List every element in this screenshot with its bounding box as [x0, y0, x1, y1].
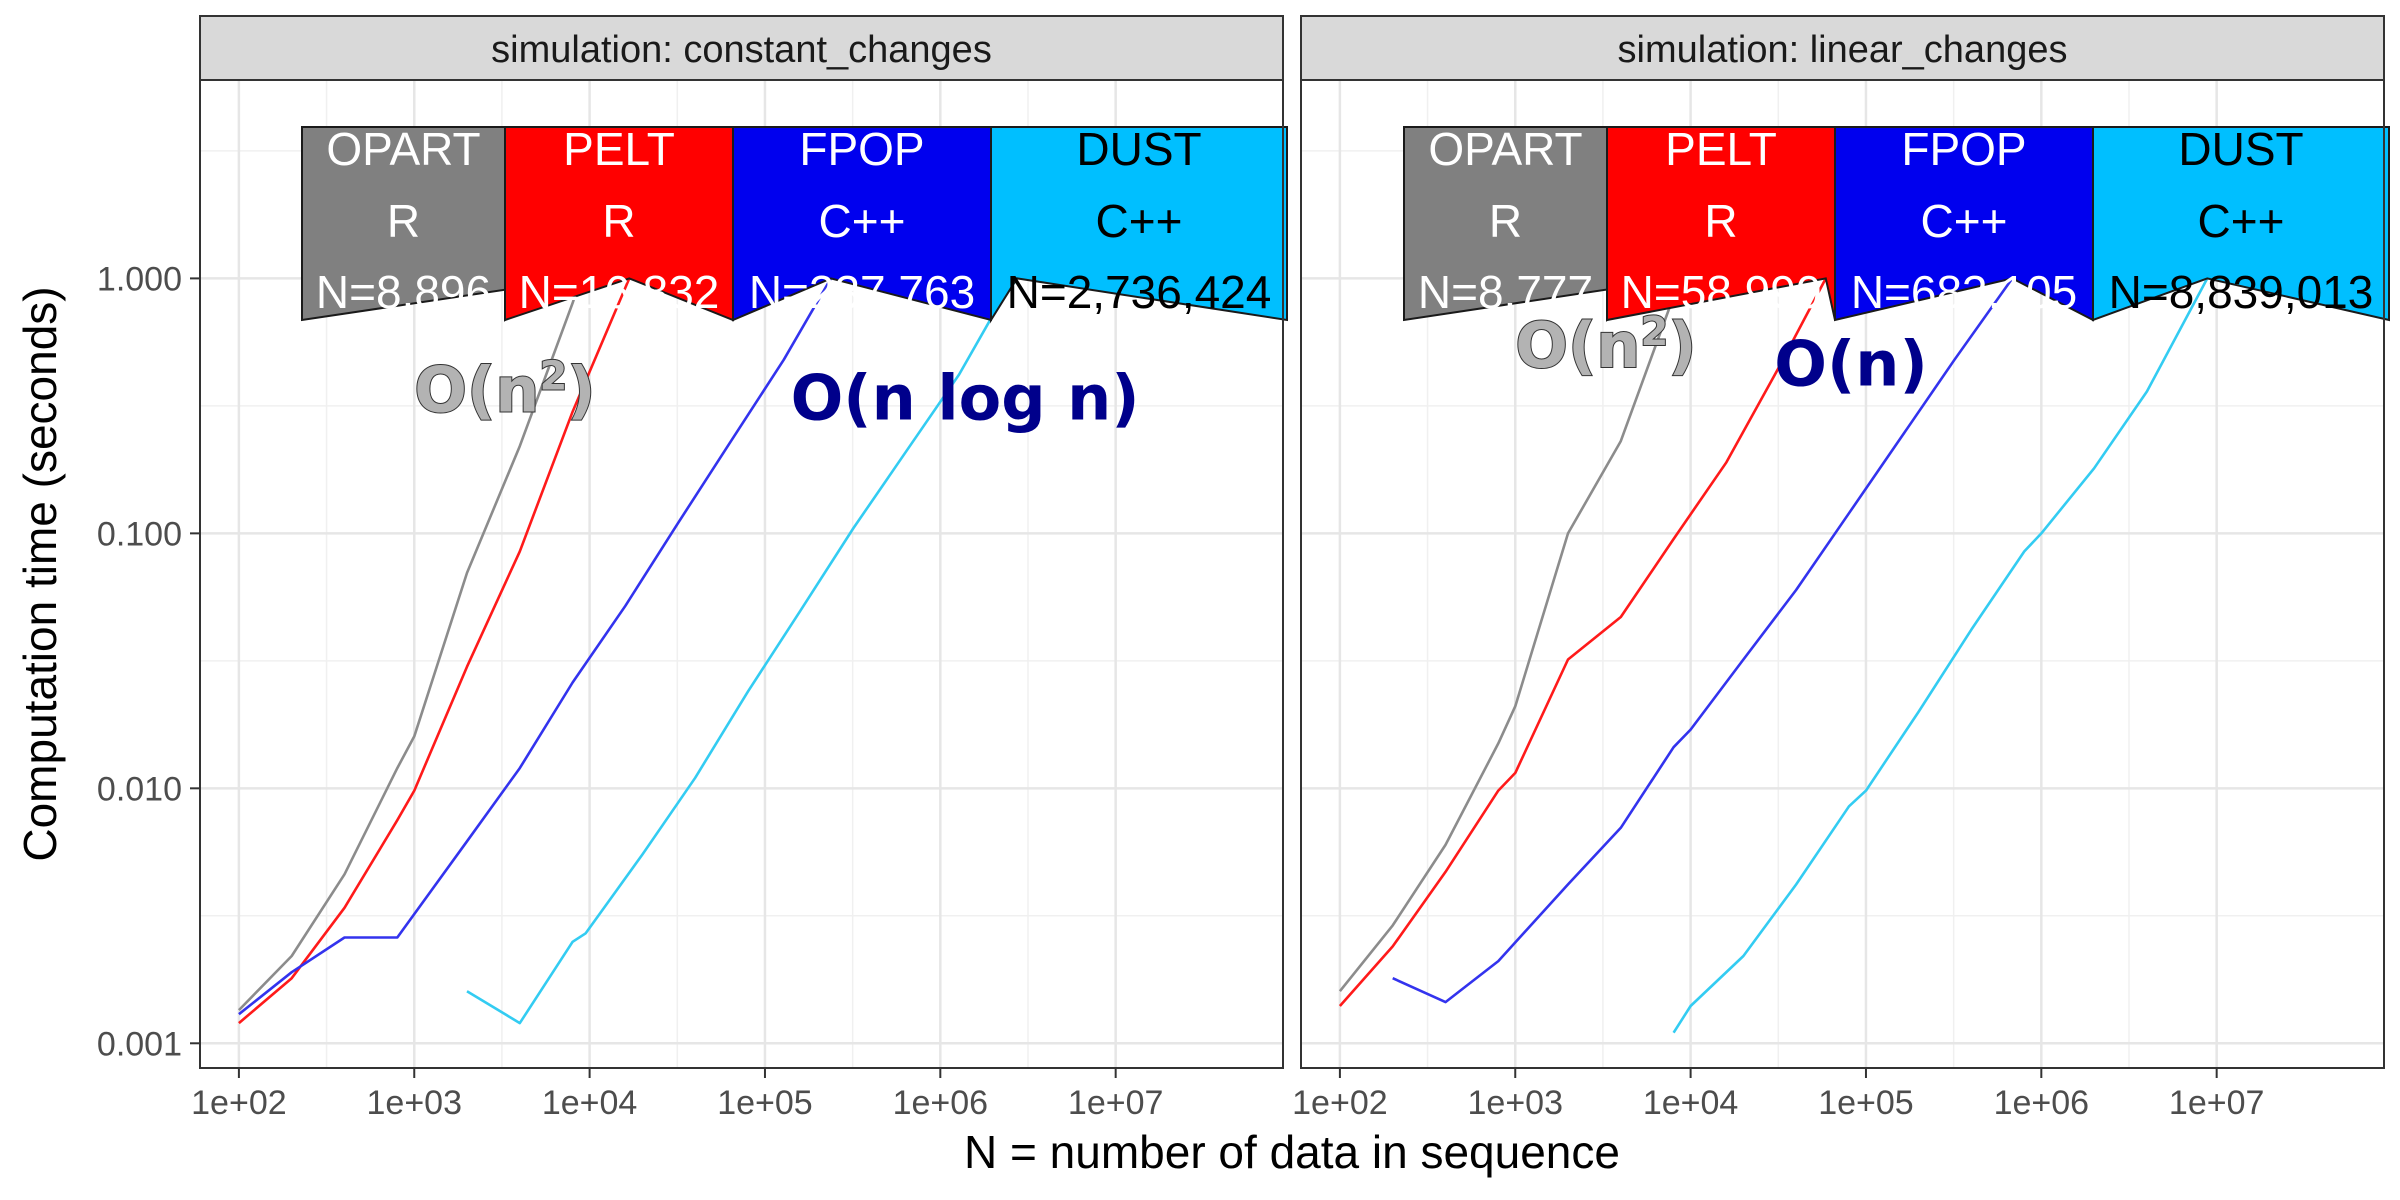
complexity-annotation-superscript: 2 — [539, 354, 567, 400]
panel-1: simulation: constant_changes OPART R N=8,89… — [97, 15, 1288, 1122]
direct-label-n: N=8,839,013 — [2109, 266, 2374, 318]
direct-label-name: FPOP — [799, 123, 924, 175]
direct-label-language: R — [387, 195, 420, 247]
direct-label-language: C++ — [1096, 195, 1183, 247]
direct-label-language: R — [602, 195, 635, 247]
complexity-annotation-main: O(n — [414, 354, 539, 427]
direct-label-n: N=16,832 — [519, 266, 720, 318]
series-line-opart — [237, 277, 582, 1012]
direct-label-pelt: PELT R N=58,990 — [1606, 123, 1836, 322]
direct-label-language: R — [1489, 195, 1522, 247]
complexity-annotation-superscript: 2 — [1640, 309, 1668, 355]
y-tick-label: 1.000 — [97, 260, 182, 298]
complexity-annotation: O(n) — [1774, 328, 1928, 401]
direct-label-dust: DUST C++ N=2,736,424 — [990, 123, 1288, 324]
x-tick-label: 1e+05 — [1818, 1084, 1914, 1122]
x-tick-label: 1e+07 — [1068, 1084, 1164, 1122]
direct-label-dust: DUST C++ N=8,839,013 — [2092, 123, 2390, 322]
complexity-annotation-main: O(n) — [1774, 328, 1928, 401]
x-tick-label: 1e+06 — [893, 1084, 989, 1122]
direct-label-n: N=8,777 — [1418, 266, 1593, 318]
complexity-annotation-end: ) — [1668, 309, 1696, 382]
direct-label-n: N=683,105 — [1851, 266, 2077, 318]
x-tick-label: 1e+04 — [1643, 1084, 1739, 1122]
direct-label-n: N=58,990 — [1621, 266, 1822, 318]
strip-label: simulation: linear_changes — [1618, 29, 2068, 71]
panel-border — [1300, 79, 2385, 1069]
complexity-annotation: O(n2) — [1515, 309, 1696, 382]
series-line-fpop — [1392, 277, 2014, 1004]
direct-label-language: C++ — [1921, 195, 2008, 247]
direct-label-n: N=8,896 — [316, 266, 491, 318]
direct-label-shape — [1606, 126, 1836, 322]
direct-label-shape — [2092, 126, 2390, 322]
direct-label-language: C++ — [2198, 195, 2285, 247]
x-tick-label: 1e+04 — [542, 1084, 638, 1122]
direct-label-pelt: PELT R N=16,832 — [504, 123, 734, 322]
x-tick-label: 1e+07 — [2169, 1084, 2265, 1122]
x-tick-label: 1e+02 — [1292, 1084, 1388, 1122]
x-tick-label: 1e+06 — [1994, 1084, 2090, 1122]
x-axis-title: N = number of data in sequence — [964, 1126, 1620, 1178]
y-tick-label: 0.100 — [97, 515, 182, 553]
direct-label-name: FPOP — [1901, 123, 2026, 175]
panel-border — [199, 79, 1284, 1069]
complexity-annotation: O(n log n) — [791, 361, 1140, 434]
direct-label-name: DUST — [2178, 123, 2303, 175]
x-axis: 1e+02 1e+03 1e+04 1e+05 1e+06 1e+07 — [1292, 1068, 2264, 1122]
y-axis: 0.001 0.010 0.100 1.000 — [97, 260, 200, 1063]
direct-label-name: PELT — [1665, 123, 1777, 175]
direct-label-name: PELT — [563, 123, 675, 175]
direct-label-name: DUST — [1076, 123, 1201, 175]
complexity-annotation-main: O(n log n) — [791, 361, 1140, 434]
series-line-dust — [466, 277, 1019, 1025]
series-line-opart — [1338, 277, 1682, 993]
direct-label-language: R — [1704, 195, 1737, 247]
direct-label-n: N=237,763 — [749, 266, 975, 318]
strip-background — [199, 15, 1284, 81]
direct-label-shape — [732, 126, 992, 322]
complexity-annotation-main: O(n — [1515, 309, 1640, 382]
direct-label-opart: OPART R N=8,777 — [1403, 123, 1682, 322]
y-tick-label: 0.001 — [97, 1025, 182, 1063]
direct-label-shape — [1834, 126, 2094, 322]
direct-label-name: OPART — [326, 123, 480, 175]
direct-label-fpop: FPOP C++ N=237,763 — [732, 123, 992, 322]
strip-label: simulation: constant_changes — [491, 29, 992, 71]
y-axis-title: Computation time (seconds) — [14, 286, 66, 861]
direct-label-shape — [990, 126, 1288, 324]
x-tick-label: 1e+02 — [191, 1084, 287, 1122]
direct-label-language: C++ — [819, 195, 906, 247]
panel-2: simulation: linear_changesOPARTRN=8,777P… — [1292, 15, 2390, 1122]
direct-label-opart: OPART R N=8,896 — [301, 123, 582, 322]
series-line-pelt — [238, 277, 631, 1025]
x-tick-label: 1e+05 — [717, 1084, 813, 1122]
direct-label-shape — [504, 126, 734, 322]
direct-label-fpop: FPOP C++ N=683,105 — [1834, 123, 2094, 322]
complexity-annotation-end: ) — [567, 354, 595, 427]
direct-label-name: OPART — [1428, 123, 1582, 175]
y-tick-label: 0.010 — [97, 770, 182, 808]
x-tick-label: 1e+03 — [367, 1084, 463, 1122]
series-line-fpop — [238, 277, 833, 1016]
series-line-pelt — [1338, 277, 1827, 1007]
x-tick-label: 1e+03 — [1468, 1084, 1564, 1122]
x-axis: 1e+02 1e+03 1e+04 1e+05 1e+06 1e+07 — [191, 1068, 1163, 1122]
series-line-dust — [1672, 277, 2209, 1034]
direct-label-n: N=2,736,424 — [1007, 266, 1272, 318]
complexity-annotation: O(n2) — [414, 354, 595, 427]
